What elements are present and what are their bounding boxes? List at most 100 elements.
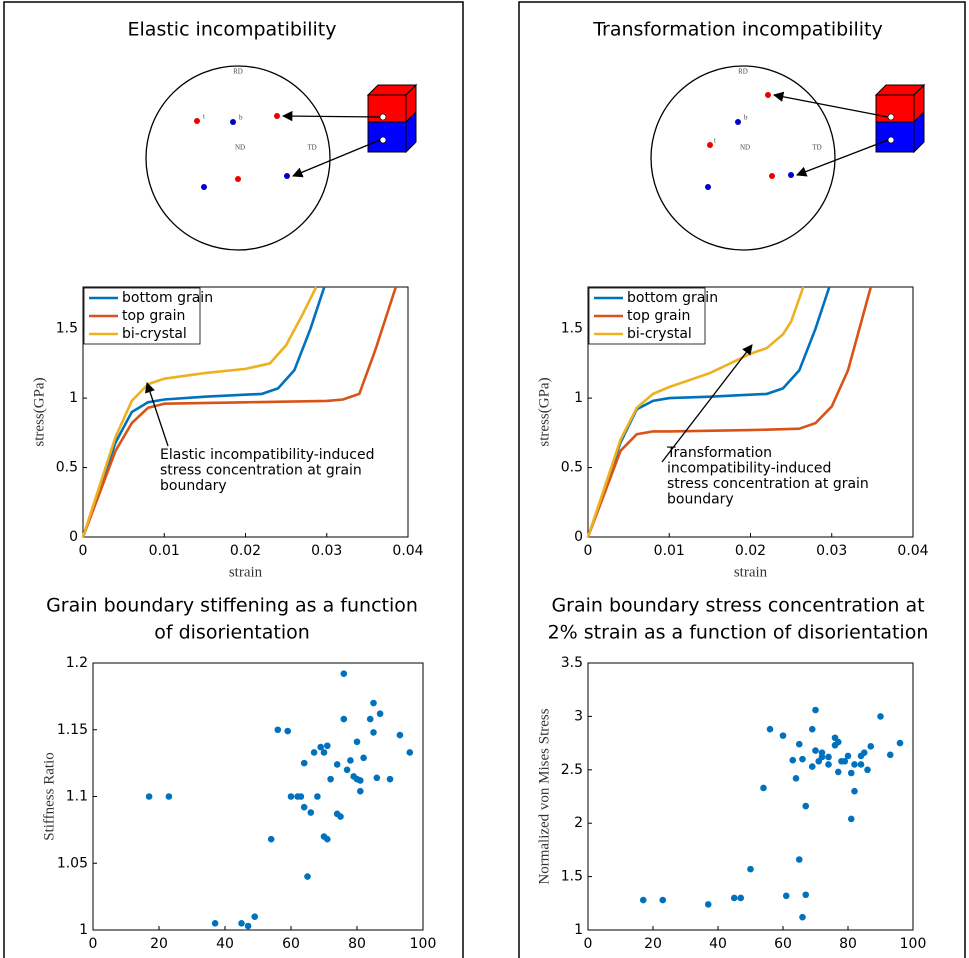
annotation: incompatibility-induced — [667, 461, 831, 477]
scatter-point — [795, 856, 803, 863]
panel-border — [3, 1, 464, 958]
annotation: Elastic incompatibility-induced — [160, 447, 375, 463]
y-tick-label: 0.5 — [56, 460, 78, 476]
panel-title: Elastic incompatibility — [128, 19, 337, 41]
scatter-point — [244, 922, 252, 930]
y-tick-label: 3 — [574, 708, 583, 724]
scatter-point — [812, 706, 819, 714]
pole-dot — [705, 184, 711, 190]
scatter-point — [366, 715, 374, 723]
x-tick-label: 0.01 — [654, 543, 685, 559]
x-tick-label: 0 — [89, 936, 98, 952]
arrow — [796, 139, 889, 177]
scatter-point — [267, 835, 275, 843]
scatter-point — [851, 787, 858, 795]
panel-title: Transformation incompatibility — [592, 19, 883, 41]
scatter-point — [808, 725, 816, 733]
x-tick-label: 20 — [150, 936, 168, 952]
x-tick-label: 80 — [348, 936, 366, 952]
scatter-point — [659, 896, 667, 904]
scatter-point — [799, 755, 806, 763]
scatter-point — [307, 809, 315, 816]
x-tick-label: 0.02 — [735, 543, 766, 559]
x-tick-label: 0 — [79, 543, 88, 559]
scatter-point — [337, 813, 344, 820]
x-tick-label: 100 — [410, 936, 437, 952]
pole-label: TD — [307, 144, 316, 152]
pole-dot — [201, 184, 207, 190]
scatter-point — [779, 732, 787, 739]
legend-label: bi-crystal — [627, 326, 692, 342]
x-axis-label: strain — [734, 564, 768, 580]
arrow — [772, 91, 889, 118]
pole-figure-circle — [650, 65, 836, 251]
scatter-point — [310, 749, 318, 756]
legend-label: top grain — [122, 308, 185, 324]
axes-box — [587, 662, 914, 931]
x-tick-label: 0.04 — [392, 543, 423, 559]
y-tick-label: 0 — [574, 529, 583, 545]
line-series — [81, 286, 326, 538]
x-tick-label: 0.02 — [230, 543, 261, 559]
cube-face — [405, 110, 417, 154]
scatter-point — [847, 769, 855, 777]
scatter-point — [818, 753, 826, 761]
scatter-point — [324, 835, 331, 843]
chart-title: of disorientation — [154, 622, 310, 644]
pole-dot — [284, 173, 290, 179]
scatter-point — [825, 753, 832, 761]
pole-label: ND — [235, 144, 245, 152]
scatter-point — [867, 743, 875, 750]
scatter-point — [812, 747, 819, 754]
y-axis-label: stress(GPa) — [536, 377, 552, 446]
pole-dot — [230, 119, 236, 125]
chart-title: 2% strain as a function of disorientatio… — [548, 622, 929, 644]
scatter-point — [327, 775, 334, 783]
x-tick-label: 60 — [282, 936, 300, 952]
pole-dot — [274, 113, 280, 119]
x-tick-label: 0.03 — [311, 543, 342, 559]
y-tick-label: 1.2 — [66, 655, 88, 671]
scatter-point — [825, 761, 832, 768]
pole-dot — [765, 92, 771, 98]
annotation: Transformation — [666, 445, 772, 461]
annotation: stress concentration at grain — [160, 463, 362, 479]
scatter-point — [238, 920, 245, 927]
annotation: boundary — [160, 478, 227, 494]
scatter-point — [357, 777, 364, 784]
legend-label: top grain — [627, 308, 690, 324]
grain-label: t — [714, 137, 716, 145]
scatter-point — [802, 891, 810, 899]
scatter-point — [314, 793, 321, 800]
arrow — [281, 110, 381, 122]
scatter-point — [847, 815, 855, 823]
x-tick-label: 20 — [644, 936, 662, 952]
scatter-point — [360, 754, 367, 762]
scatter-point — [406, 749, 414, 756]
y-tick-label: 1 — [574, 922, 583, 938]
scatter-point — [886, 751, 894, 759]
cube-face — [367, 94, 407, 123]
pole-figure-circle — [145, 65, 331, 251]
scatter-point — [347, 757, 354, 764]
y-tick-label: 0 — [69, 529, 78, 545]
scatter-point — [841, 757, 849, 765]
scatter-point — [782, 892, 790, 900]
grain-label: b — [744, 114, 748, 122]
line-series — [586, 286, 873, 538]
pole-dot — [235, 176, 241, 182]
y-tick-label: 1 — [574, 390, 583, 406]
cube-face — [875, 121, 915, 153]
scatter-point — [145, 793, 153, 800]
pole-label: ND — [740, 144, 750, 152]
pole-dot — [735, 119, 741, 125]
scatter-point — [165, 793, 173, 800]
scatter-point — [211, 920, 219, 927]
y-tick-label: 1.5 — [561, 869, 583, 885]
legend-label: bi-crystal — [122, 326, 187, 342]
panel-border — [518, 1, 966, 958]
y-tick-label: 1.1 — [66, 789, 88, 805]
scatter-point — [333, 761, 341, 768]
scatter-point — [304, 873, 311, 880]
x-tick-label: 0.01 — [149, 543, 180, 559]
